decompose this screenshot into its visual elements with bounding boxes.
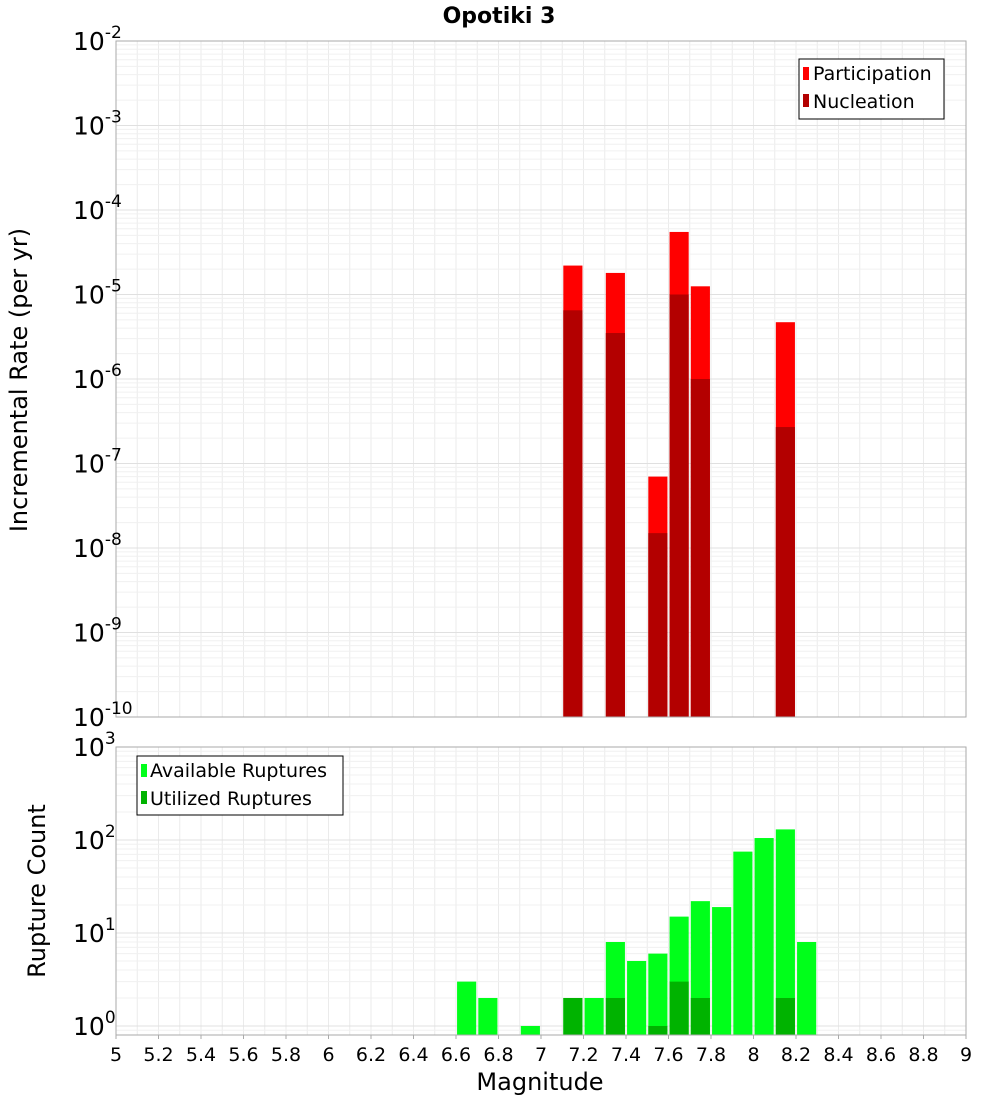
x-tick-label: 9 <box>960 1044 972 1066</box>
top-legend-box <box>798 58 945 120</box>
nucleation-bar <box>690 379 710 717</box>
top-y-tick-label: 10-2 <box>73 23 122 56</box>
available-ruptures-bar <box>648 953 668 1035</box>
utilized-ruptures-bar <box>605 997 625 1035</box>
top-legend: Participation Nucleation <box>798 58 945 120</box>
bottom-legend: Available Ruptures Utilized Ruptures <box>136 755 344 816</box>
x-tick-label: 5.8 <box>271 1044 301 1066</box>
bottom-y-tick-label: 101 <box>73 915 116 948</box>
x-tick-label: 7.8 <box>696 1044 726 1066</box>
x-tick-label: 6.4 <box>398 1044 428 1066</box>
legend-label-nucleation: Nucleation <box>813 91 915 113</box>
bottom-plot-bars <box>457 829 817 1035</box>
top-y-tick-label: 10-5 <box>73 277 122 310</box>
x-tick-label: 7.4 <box>611 1044 641 1066</box>
chart-title: Opotiki 3 <box>443 4 556 29</box>
legend-swatch-available <box>141 764 147 777</box>
available-ruptures-bar <box>520 1025 540 1035</box>
available-ruptures-bar <box>754 838 774 1035</box>
utilized-ruptures-bar <box>563 997 583 1035</box>
legend-label-utilized: Utilized Ruptures <box>150 788 312 810</box>
x-tick-label: 7 <box>535 1044 547 1066</box>
bottom-legend-box <box>136 755 344 816</box>
x-tick-label: 5.2 <box>143 1044 173 1066</box>
legend-swatch-utilized <box>141 791 147 804</box>
available-ruptures-bar <box>712 907 732 1035</box>
x-tick-label: 5 <box>110 1044 122 1066</box>
bottom-y-tick-labels: 103 102 101 100 <box>73 729 116 1041</box>
x-tick-label: 8.8 <box>908 1044 938 1066</box>
nucleation-bar <box>775 427 795 717</box>
legend-label-available: Available Ruptures <box>150 760 327 782</box>
x-tick-label: 6.6 <box>441 1044 471 1066</box>
bottom-y-tick-label: 102 <box>73 822 116 855</box>
utilized-ruptures-bar <box>775 997 795 1035</box>
legend-swatch-participation <box>803 67 809 80</box>
nucleation-bar <box>669 294 689 717</box>
x-tick-label: 8.4 <box>823 1044 853 1066</box>
x-tick-label: 8 <box>747 1044 759 1066</box>
x-tick-label: 8.2 <box>781 1044 811 1066</box>
available-ruptures-bar <box>478 997 498 1035</box>
x-tick-label: 6.2 <box>356 1044 386 1066</box>
top-y-tick-label: 10-7 <box>73 446 122 479</box>
x-axis-label: Magnitude <box>476 1068 603 1096</box>
top-plot-grid <box>115 41 967 718</box>
top-y-tick-label: 10-8 <box>73 530 122 563</box>
available-ruptures-bar <box>797 942 817 1035</box>
x-tick-label: 6 <box>322 1044 334 1066</box>
top-y-axis-label: Incremental Rate (per yr) <box>5 228 33 532</box>
bottom-y-axis-label: Rupture Count <box>23 804 51 978</box>
x-tick-label: 5.6 <box>228 1044 258 1066</box>
x-tick-label: 5.4 <box>186 1044 216 1066</box>
x-tick-label: 7.2 <box>568 1044 598 1066</box>
nucleation-bar <box>605 333 625 717</box>
bottom-y-tick-label: 100 <box>73 1008 116 1041</box>
x-tick-label: 6.8 <box>483 1044 513 1066</box>
available-ruptures-bar <box>775 829 795 1035</box>
available-ruptures-bar <box>627 960 647 1035</box>
utilized-ruptures-bar <box>669 981 689 1035</box>
top-y-tick-label: 10-3 <box>73 108 122 141</box>
top-plot-bars <box>563 231 795 718</box>
utilized-ruptures-bar <box>690 997 710 1035</box>
top-y-tick-label: 10-6 <box>73 361 122 394</box>
top-y-tick-label: 10-4 <box>73 192 122 225</box>
top-y-tick-labels: 10-2 10-3 10-4 10-5 10-6 10-7 10-8 10-9 10-10 <box>73 23 133 732</box>
top-plot-frame <box>115 40 967 718</box>
top-y-tick-label: 10-9 <box>73 615 122 648</box>
legend-swatch-nucleation <box>803 94 809 107</box>
x-tick-label: 8.6 <box>866 1044 896 1066</box>
nucleation-bar <box>648 533 668 717</box>
available-ruptures-bar <box>584 997 604 1035</box>
x-tick-label: 7.6 <box>653 1044 683 1066</box>
available-ruptures-bar <box>733 851 753 1035</box>
legend-label-participation: Participation <box>813 63 932 85</box>
utilized-ruptures-bar <box>648 1025 668 1035</box>
nucleation-bar <box>563 310 583 717</box>
bottom-y-tick-label: 103 <box>73 729 116 762</box>
top-y-tick-label: 10-10 <box>73 699 133 732</box>
x-tick-labels: 5 5.2 5.4 5.6 5.8 6 6.2 6.4 6.6 6.8 7 7.2 7.4 7.6 7.8 8… <box>110 1035 972 1066</box>
available-ruptures-bar <box>457 981 477 1035</box>
